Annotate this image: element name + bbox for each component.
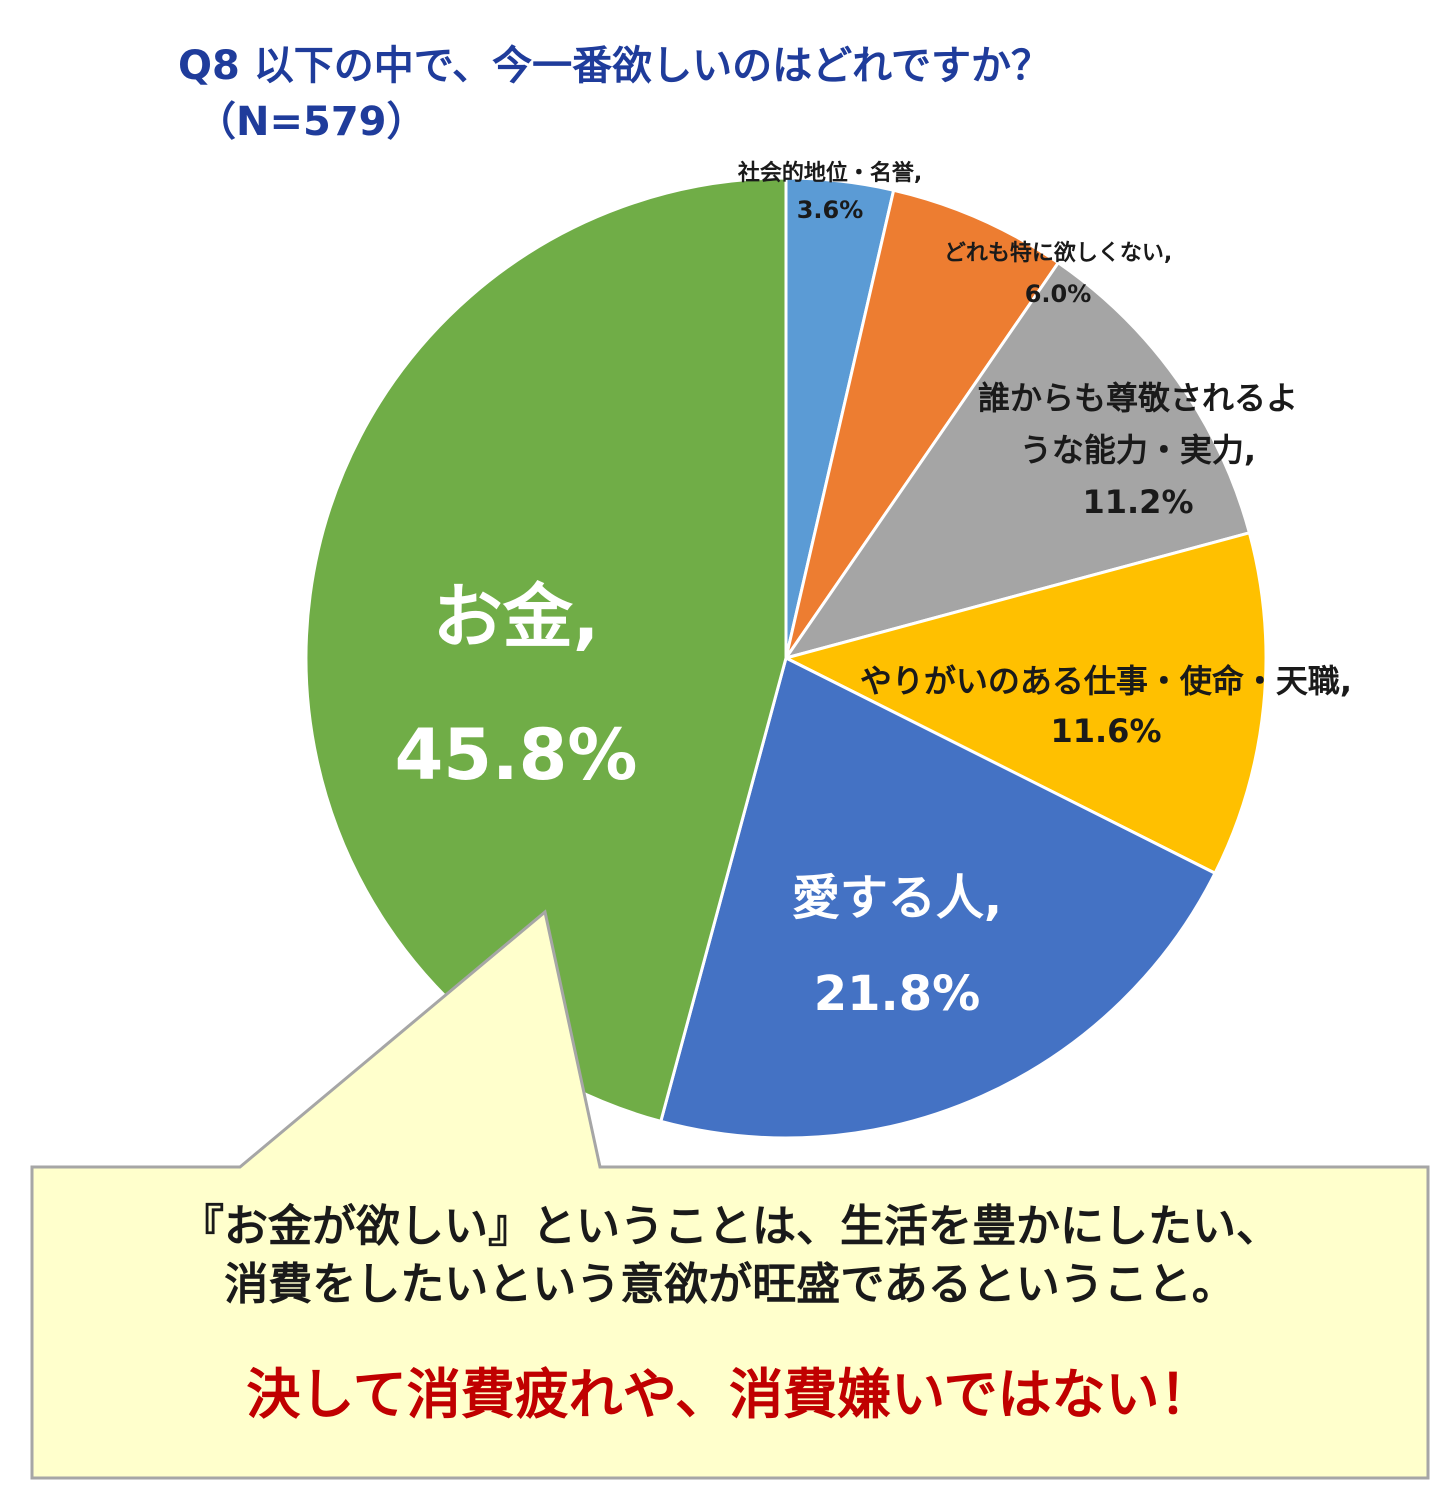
callout-line-2: 消費をしたいという意欲が旺盛であるということ。 (224, 1259, 1236, 1310)
label-nothing-wanted: どれも特に欲しくない, 6.0% (944, 234, 1172, 314)
label-rewarding-work-name: やりがいのある仕事・使命・天職, (859, 662, 1353, 700)
callout-line-1: 『お金が欲しい』ということは、生活を豊かにしたい、 (180, 1201, 1280, 1252)
callout-note: 『お金が欲しい』ということは、生活を豊かにしたい、 消費をしたいという意欲が旺盛… (40, 1198, 1420, 1314)
label-ability-name-1: 誰からも尊敬されるよ (977, 379, 1299, 417)
label-social-status: 社会的地位・名誉, 3.6% (738, 156, 922, 228)
pie-slice-2 (782, 260, 1252, 661)
label-loved-one: 愛する人, 21.8% (792, 850, 1002, 1042)
label-money-value: 45.8% (394, 714, 638, 796)
label-rewarding-work: やりがいのある仕事・使命・天職, 11.6% (860, 656, 1352, 756)
label-loved-one-name: 愛する人, (791, 870, 1003, 926)
label-nothing-wanted-name: どれも特に欲しくない, (943, 241, 1173, 266)
callout-emphasis: 決して消費疲れや、消費嫌いではない！ (246, 1363, 1214, 1426)
label-ability-value: 11.2% (1082, 483, 1194, 521)
label-ability: 誰からも尊敬されるよ うな能力・実力, 11.2% (978, 372, 1298, 528)
label-loved-one-value: 21.8% (813, 966, 981, 1022)
label-ability-name-2: うな能力・実力, (1019, 431, 1257, 469)
title-line-2: （N=579） (196, 99, 427, 145)
label-social-status-value: 3.6% (796, 196, 864, 224)
pie-slice-1 (784, 188, 1061, 659)
title-line-1: Q8 以下の中で、今一番欲しいのはどれですか？ (178, 43, 1051, 89)
callout-box (30, 909, 1430, 1480)
label-money-name: お金, (432, 576, 600, 658)
label-social-status-name: 社会的地位・名誉, (737, 161, 923, 186)
chart-title: Q8 以下の中で、今一番欲しいのはどれですか？ （N=579） (178, 38, 1051, 150)
pie-slice-3 (781, 530, 1268, 876)
label-rewarding-work-value: 11.6% (1050, 712, 1162, 750)
label-nothing-wanted-value: 6.0% (1024, 280, 1092, 308)
pie-slices (304, 176, 1268, 1140)
pie-slice-4 (658, 655, 1218, 1140)
label-money: お金, 45.8% (395, 548, 638, 824)
